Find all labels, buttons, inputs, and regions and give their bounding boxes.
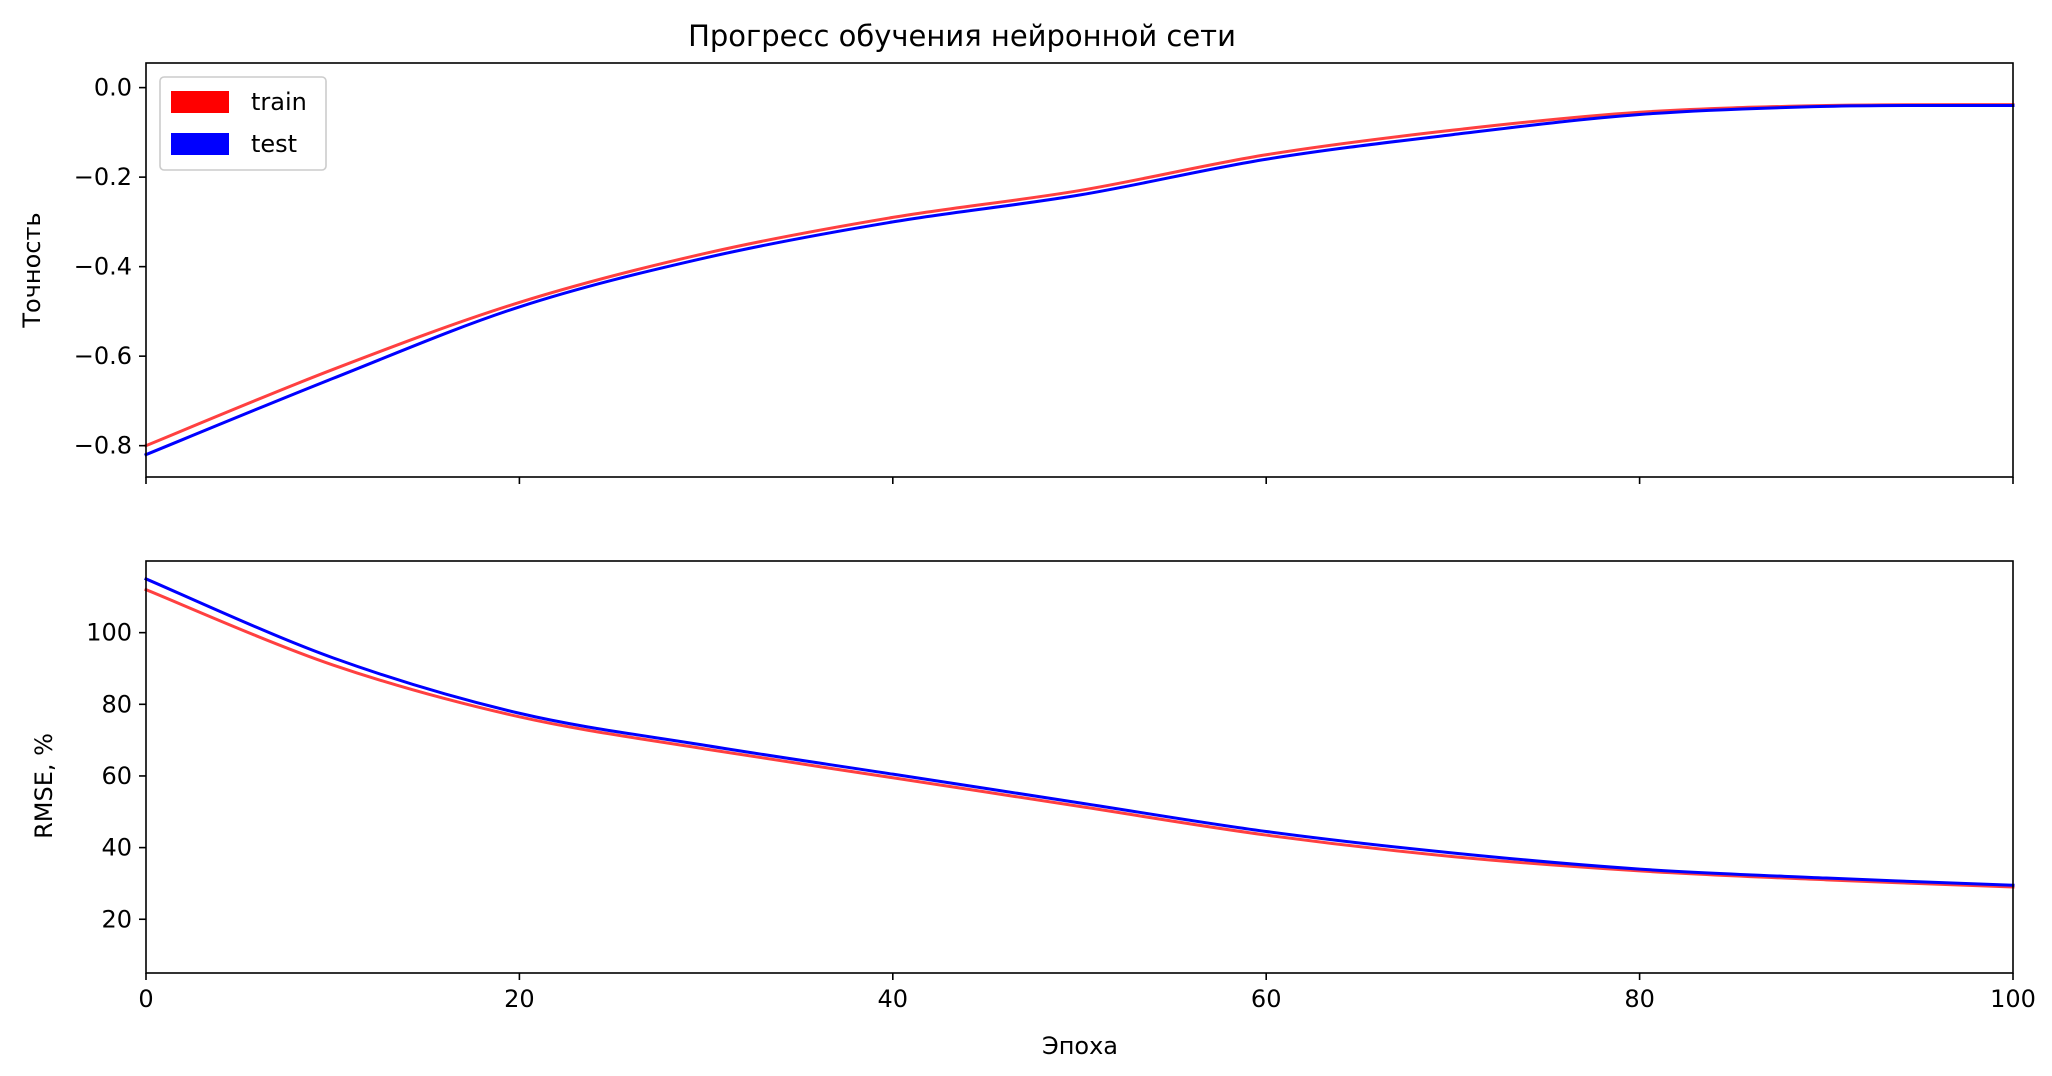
legend-swatch-train (171, 91, 229, 113)
accuracy-y-tick-label: −0.8 (74, 432, 132, 460)
accuracy-x-ticks (145, 477, 2014, 484)
rmse-subplot: 0 20 40 60 80 100 20 40 60 80 100 RMSE, % Эпоха (30, 560, 2036, 1060)
rmse-x-tick-label: 0 (138, 985, 153, 1013)
accuracy-y-tick-label: 0.0 (94, 74, 132, 102)
accuracy-series-test-line (144, 103, 2015, 457)
rmse-x-ticks: 0 20 40 60 80 100 (138, 973, 2036, 1013)
rmse-x-tick-label: 60 (1251, 985, 1282, 1013)
legend-label-test: test (251, 130, 297, 158)
rmse-x-tick-label: 100 (1990, 985, 2036, 1013)
legend-swatch-test (171, 133, 229, 155)
accuracy-y-axis-label: Точность (18, 212, 46, 328)
legend: train test (159, 76, 327, 171)
x-axis-label: Эпоха (1042, 1032, 1118, 1060)
accuracy-plot-lines (144, 103, 2015, 457)
rmse-y-ticks: 20 40 60 80 100 (86, 619, 146, 933)
legend-label-train: train (251, 88, 307, 116)
rmse-y-axis-label: RMSE, % (30, 733, 58, 839)
rmse-y-tick-label: 100 (86, 619, 132, 647)
chart-title: Прогресс обучения нейронной сети (688, 19, 1236, 53)
accuracy-subplot: Прогресс обучения нейронной сети 0.0 −0.2… (18, 19, 2015, 484)
rmse-x-tick-label: 40 (878, 985, 909, 1013)
accuracy-y-tick-label: −0.2 (74, 163, 132, 191)
accuracy-plot-frame (145, 62, 2014, 478)
rmse-y-tick-label: 80 (101, 690, 132, 718)
rmse-y-tick-label: 20 (101, 905, 132, 933)
accuracy-y-tick-label: −0.4 (74, 253, 132, 281)
rmse-plot-frame (145, 560, 2014, 974)
accuracy-series-train-line (144, 103, 2015, 448)
accuracy-y-tick-label: −0.6 (74, 342, 132, 370)
rmse-series-train-line (144, 587, 2015, 889)
rmse-plot-lines (144, 576, 2015, 889)
rmse-series-test-line (144, 576, 2015, 887)
accuracy-y-ticks: 0.0 −0.2 −0.4 −0.6 −0.8 (74, 74, 146, 460)
rmse-x-tick-label: 20 (504, 985, 535, 1013)
rmse-y-tick-label: 40 (101, 834, 132, 862)
rmse-x-tick-label: 80 (1624, 985, 1655, 1013)
rmse-y-tick-label: 60 (101, 762, 132, 790)
